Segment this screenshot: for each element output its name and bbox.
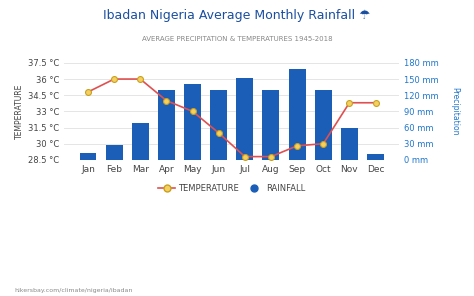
Text: hikersbay.com/climate/nigeria/ibadan: hikersbay.com/climate/nigeria/ibadan — [14, 287, 133, 292]
Point — [319, 141, 327, 146]
Bar — [80, 153, 97, 160]
Bar — [184, 84, 201, 160]
Bar — [158, 90, 175, 160]
Text: AVERAGE PRECIPITATION & TEMPERATURES 1945-2018: AVERAGE PRECIPITATION & TEMPERATURES 194… — [142, 36, 332, 41]
Y-axis label: TEMPERATURE: TEMPERATURE — [15, 84, 24, 139]
Point — [110, 77, 118, 81]
Bar — [315, 90, 332, 160]
Bar — [237, 78, 253, 160]
Y-axis label: Precipitation: Precipitation — [450, 87, 459, 136]
Point — [241, 154, 249, 159]
Legend: TEMPERATURE, RAINFALL: TEMPERATURE, RAINFALL — [155, 181, 309, 196]
Text: Ibadan Nigeria Average Monthly Rainfall ☂: Ibadan Nigeria Average Monthly Rainfall … — [103, 9, 371, 22]
Point — [293, 144, 301, 148]
Point — [215, 131, 222, 135]
Point — [189, 109, 196, 114]
Point — [346, 100, 353, 105]
Point — [84, 90, 92, 94]
Bar — [341, 128, 358, 160]
Bar — [289, 69, 306, 160]
Point — [267, 154, 275, 159]
Bar — [132, 123, 149, 160]
Point — [163, 98, 170, 103]
Bar — [367, 155, 384, 160]
Point — [372, 100, 379, 105]
Point — [137, 77, 144, 81]
Bar — [263, 90, 280, 160]
Bar — [210, 90, 227, 160]
Bar — [106, 145, 123, 160]
